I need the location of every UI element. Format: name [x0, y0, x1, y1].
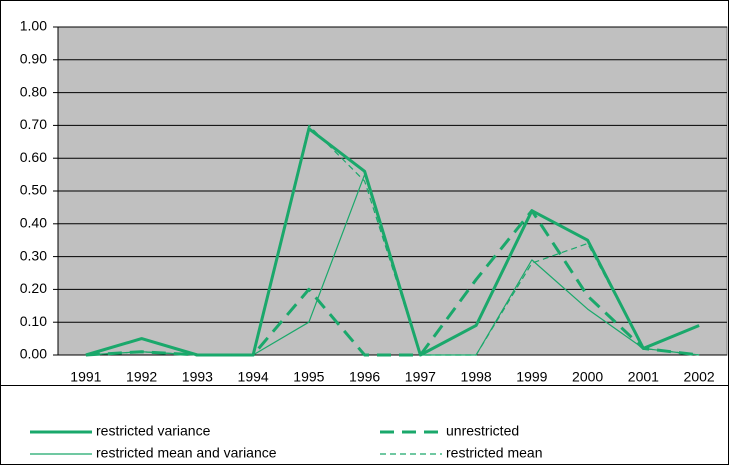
y-tick-label: 0.30 [20, 247, 47, 263]
x-tick-label: 2001 [628, 369, 659, 385]
y-tick-label: 0.00 [20, 346, 47, 362]
y-tick-label: 0.50 [20, 182, 47, 198]
x-tick-label: 1995 [293, 369, 324, 385]
series-line [85, 209, 700, 357]
x-tick-label: 1997 [405, 369, 436, 385]
x-tick-label: 1994 [238, 369, 269, 385]
y-tick-label: 0.70 [20, 116, 47, 132]
y-tick-label: 0.10 [20, 313, 47, 329]
x-tick-label: 2002 [684, 369, 715, 385]
x-tick-label: 1998 [461, 369, 492, 385]
y-tick-label: 0.20 [20, 280, 47, 296]
y-tick-label: 0.90 [20, 51, 47, 67]
legend-label: restricted variance [96, 423, 211, 439]
y-tick-label: 0.40 [20, 215, 47, 231]
x-tick-label: 2000 [572, 369, 603, 385]
y-tick-label: 1.00 [20, 18, 47, 34]
x-tick-label: 1992 [126, 369, 157, 385]
legend-label: unrestricted [446, 423, 519, 439]
series-line [85, 124, 700, 356]
y-tick-label: 0.80 [20, 83, 47, 99]
legend-label: restricted mean and variance [96, 445, 277, 461]
x-tick-label: 1993 [182, 369, 213, 385]
y-tick-label: 0.60 [20, 149, 47, 165]
legend-label: restricted mean [446, 445, 542, 461]
x-tick-label: 1991 [70, 369, 101, 385]
x-tick-label: 1999 [516, 369, 547, 385]
x-tick-label: 1996 [349, 369, 380, 385]
